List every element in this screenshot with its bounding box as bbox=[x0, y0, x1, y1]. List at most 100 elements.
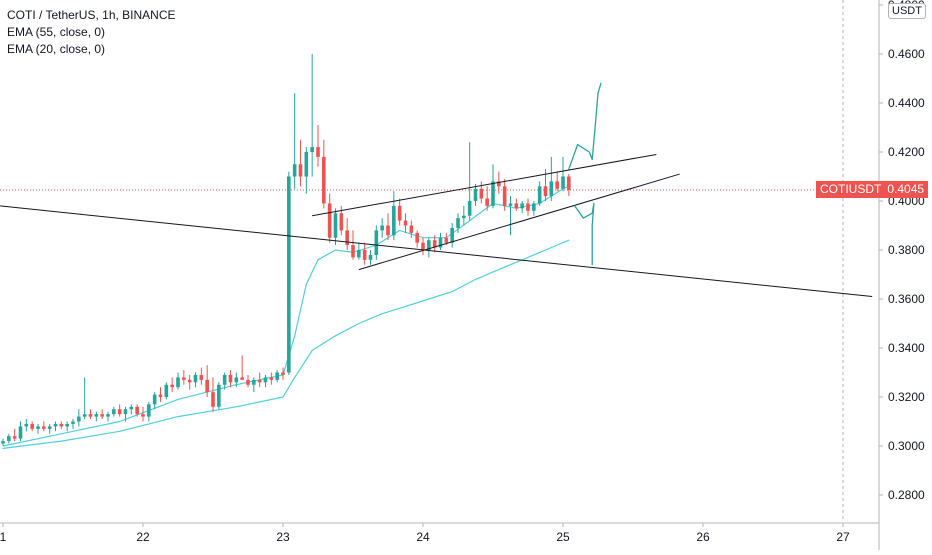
candle-body[interactable] bbox=[561, 176, 565, 189]
candle-body[interactable] bbox=[176, 377, 180, 388]
candle-body[interactable] bbox=[485, 198, 489, 206]
candle-body[interactable] bbox=[397, 205, 402, 221]
candle-body[interactable] bbox=[549, 181, 554, 197]
candle-body[interactable] bbox=[53, 423, 58, 427]
candle-body[interactable] bbox=[217, 384, 221, 407]
candle-body[interactable] bbox=[368, 254, 373, 260]
candle-body[interactable] bbox=[333, 213, 338, 238]
candle-body[interactable] bbox=[182, 377, 186, 380]
candle-body[interactable] bbox=[59, 423, 64, 427]
candle-body[interactable] bbox=[106, 414, 110, 417]
candle-body[interactable] bbox=[543, 186, 548, 197]
wedge-lower-line[interactable] bbox=[358, 173, 680, 271]
legend-symbol[interactable]: COTI / TetherUS, 1h, BINANCE bbox=[7, 8, 176, 22]
candle-body[interactable] bbox=[112, 409, 116, 415]
candle-body[interactable] bbox=[292, 164, 297, 177]
candle-body[interactable] bbox=[327, 203, 332, 238]
candle-body[interactable] bbox=[409, 225, 414, 233]
projection-up-path[interactable] bbox=[568, 82, 602, 170]
candle-body[interactable] bbox=[532, 203, 536, 211]
candle-body[interactable] bbox=[269, 377, 274, 380]
candle-body[interactable] bbox=[502, 186, 507, 206]
candle-body[interactable] bbox=[508, 203, 513, 206]
candle-body[interactable] bbox=[427, 240, 431, 250]
candle-body[interactable] bbox=[473, 188, 478, 201]
candle-body[interactable] bbox=[164, 384, 169, 397]
candle-body[interactable] bbox=[386, 225, 390, 236]
candle-body[interactable] bbox=[117, 409, 122, 415]
candle-body[interactable] bbox=[193, 374, 198, 383]
candle-body[interactable] bbox=[374, 230, 379, 255]
candle-body[interactable] bbox=[479, 188, 484, 199]
candle-body[interactable] bbox=[432, 240, 437, 248]
candle-body[interactable] bbox=[450, 227, 454, 243]
wedge-upper-line[interactable] bbox=[312, 153, 657, 217]
candle-body[interactable] bbox=[82, 414, 87, 417]
legend-ema20[interactable]: EMA (20, close, 0) bbox=[7, 42, 106, 56]
candle-body[interactable] bbox=[234, 377, 239, 383]
candle-body[interactable] bbox=[287, 176, 291, 373]
candle-body[interactable] bbox=[1, 441, 5, 444]
candle-body[interactable] bbox=[100, 414, 104, 417]
candle-body[interactable] bbox=[310, 147, 314, 152]
candle-body[interactable] bbox=[211, 392, 215, 407]
candle-body[interactable] bbox=[322, 156, 326, 204]
candle-body[interactable] bbox=[298, 164, 303, 177]
candle-body[interactable] bbox=[187, 379, 192, 383]
candle-body[interactable] bbox=[357, 250, 361, 258]
candle-body[interactable] bbox=[467, 201, 472, 216]
candle-body[interactable] bbox=[77, 416, 81, 422]
candle-body[interactable] bbox=[403, 220, 408, 226]
candle-body[interactable] bbox=[415, 232, 419, 243]
candle-body[interactable] bbox=[129, 406, 134, 410]
candle-body[interactable] bbox=[380, 225, 384, 231]
drawings[interactable] bbox=[0, 82, 873, 298]
candle-body[interactable] bbox=[135, 406, 139, 415]
candle-body[interactable] bbox=[47, 426, 52, 429]
candle-body[interactable] bbox=[170, 384, 174, 388]
candle-body[interactable] bbox=[345, 230, 349, 246]
candle-body[interactable] bbox=[316, 147, 320, 157]
candle-body[interactable] bbox=[30, 423, 34, 429]
candle-body[interactable] bbox=[36, 426, 40, 429]
candle-body[interactable] bbox=[205, 379, 209, 393]
candle-body[interactable] bbox=[222, 374, 227, 385]
candle-body[interactable] bbox=[537, 186, 542, 204]
candle-body[interactable] bbox=[7, 436, 11, 442]
candle-body[interactable] bbox=[71, 421, 75, 424]
candle-body[interactable] bbox=[520, 203, 524, 209]
candle-body[interactable] bbox=[421, 242, 425, 250]
candle-body[interactable] bbox=[141, 414, 145, 417]
candle-body[interactable] bbox=[392, 205, 396, 236]
candle-body[interactable] bbox=[339, 213, 344, 231]
candles[interactable] bbox=[1, 54, 571, 446]
candle-body[interactable] bbox=[228, 374, 233, 383]
candle-body[interactable] bbox=[281, 372, 285, 375]
candle-body[interactable] bbox=[123, 409, 128, 415]
currency-label[interactable]: USDT bbox=[888, 3, 926, 19]
candle-body[interactable] bbox=[12, 436, 17, 439]
candle-body[interactable] bbox=[158, 394, 163, 397]
candle-body[interactable] bbox=[152, 394, 157, 405]
candle-body[interactable] bbox=[94, 414, 99, 417]
candle-body[interactable] bbox=[362, 250, 367, 260]
projection-down-path[interactable] bbox=[574, 202, 595, 266]
candle-body[interactable] bbox=[263, 377, 268, 383]
candle-body[interactable] bbox=[147, 404, 151, 417]
candle-body[interactable] bbox=[240, 377, 244, 380]
candle-body[interactable] bbox=[304, 152, 309, 177]
candle-body[interactable] bbox=[24, 423, 29, 427]
candle-body[interactable] bbox=[88, 414, 93, 417]
descending-line[interactable] bbox=[0, 205, 873, 298]
candle-body[interactable] bbox=[65, 423, 69, 427]
candle-body[interactable] bbox=[491, 181, 495, 206]
candle-body[interactable] bbox=[567, 176, 571, 190]
candle-body[interactable] bbox=[456, 218, 460, 228]
candle-body[interactable] bbox=[555, 181, 559, 189]
candle-body[interactable] bbox=[18, 426, 23, 439]
candle-body[interactable] bbox=[42, 426, 46, 429]
candle-body[interactable] bbox=[351, 245, 355, 258]
candle-body[interactable] bbox=[497, 181, 501, 187]
